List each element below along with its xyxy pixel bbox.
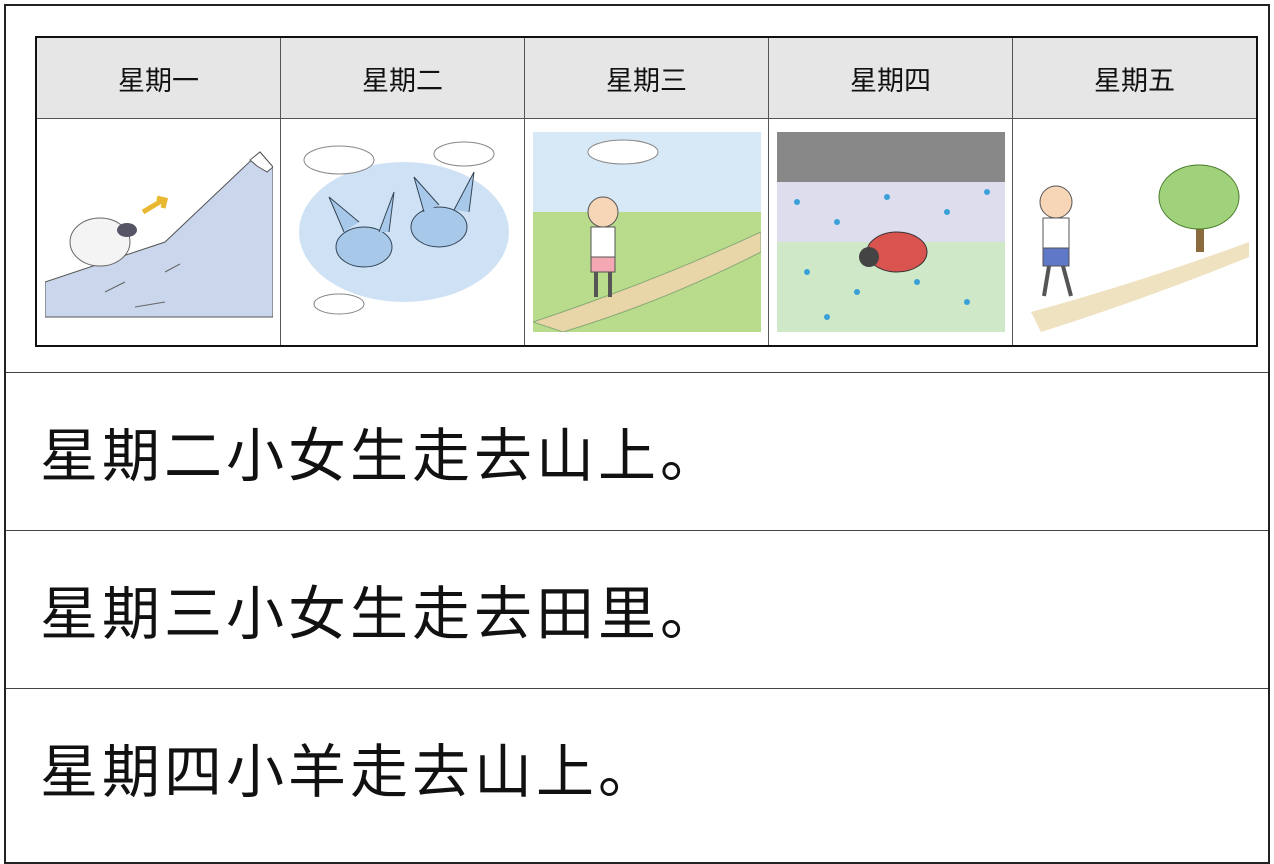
- day-header: 星期三: [524, 36, 769, 119]
- day-header: 星期四: [768, 36, 1013, 119]
- day-header: 星期二: [280, 36, 525, 119]
- day-header: 星期五: [1012, 36, 1258, 119]
- table-section: 星期一 星期二 星期三 星期四 星期五: [6, 6, 1268, 373]
- field-girl-picture: [532, 132, 761, 332]
- sentence: 星期四小羊走去山上。: [40, 738, 661, 806]
- page: 星期一 星期二 星期三 星期四 星期五: [4, 4, 1270, 864]
- sentence-row: 星期四小羊走去山上。: [6, 688, 1268, 846]
- picture-cell: [1012, 118, 1258, 347]
- picture-cell: [768, 118, 1013, 347]
- week-table: 星期一 星期二 星期三 星期四 星期五: [35, 36, 1258, 347]
- sentence: 星期三小女生走去田里。: [40, 580, 723, 648]
- picture-cell: [35, 118, 281, 347]
- header-row: 星期一 星期二 星期三 星期四 星期五: [35, 36, 1258, 119]
- sentence: 星期二小女生走去山上。: [40, 422, 723, 490]
- boy-tree-picture: [1030, 164, 1249, 332]
- sentence-row: 星期二小女生走去山上。: [6, 372, 1268, 531]
- picture-cell: [524, 118, 769, 347]
- day-header: 星期一: [35, 36, 281, 119]
- picture-cell: [280, 118, 525, 347]
- birds-picture: [298, 141, 509, 315]
- worksheet: 星期一 星期二 星期三 星期四 星期五: [4, 4, 1270, 864]
- sentence-row: 星期三小女生走去田里。: [6, 530, 1268, 689]
- picture-row: [35, 118, 1258, 347]
- rain-ladybug-picture: [776, 132, 1005, 332]
- mountain-sheep-picture: [44, 151, 273, 318]
